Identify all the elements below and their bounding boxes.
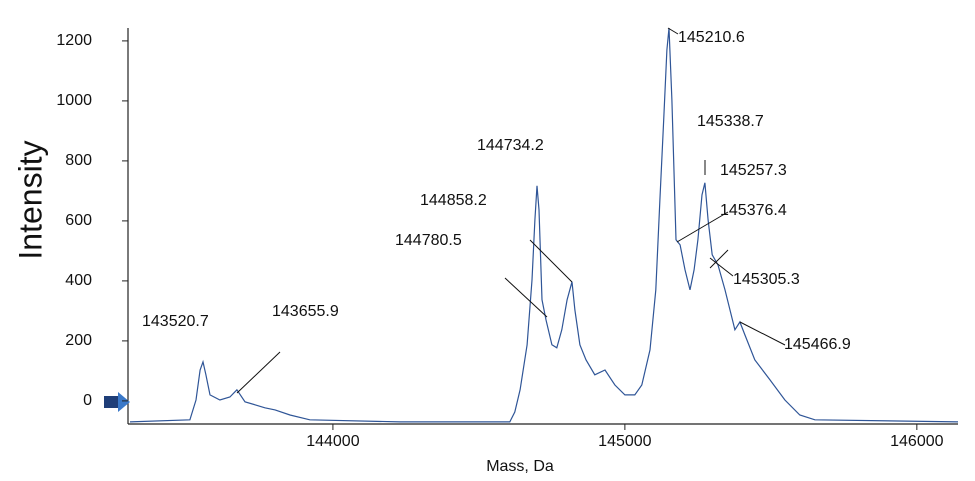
- peak-label: 143520.7: [142, 313, 209, 330]
- y-tick-label: 1200: [56, 32, 92, 49]
- y-tick-label: 600: [65, 212, 92, 229]
- peak-label: 144734.2: [477, 137, 544, 154]
- leader-line: [667, 27, 679, 35]
- y-tick-label: 1000: [56, 92, 92, 109]
- x-tick-label: 145000: [598, 433, 651, 450]
- peak-label: 145338.7: [697, 113, 764, 130]
- peak-label: 145305.3: [733, 271, 800, 288]
- peak-label: 145466.9: [784, 336, 851, 353]
- zero-marker-icon: [104, 392, 130, 412]
- leader-line: [709, 257, 734, 277]
- x-tick-label: 146000: [890, 433, 943, 450]
- peak-label: 145257.3: [720, 162, 787, 179]
- y-tick-label: 200: [65, 332, 92, 349]
- y-tick-label: 800: [65, 152, 92, 169]
- y-axis-label: Intensity: [12, 140, 48, 259]
- y-tick-label: 0: [83, 392, 92, 409]
- leader-line: [739, 321, 786, 346]
- y-tick-label: 400: [65, 272, 92, 289]
- x-tick-label: 144000: [306, 433, 359, 450]
- x-axis-label: Mass, Da: [486, 458, 554, 475]
- peak-label: 145210.6: [678, 29, 745, 46]
- peak-label: 145376.4: [720, 202, 787, 219]
- leader-line: [676, 211, 729, 243]
- spectrum-line: [129, 27, 959, 423]
- peak-label: 144858.2: [420, 192, 487, 209]
- peak-label: 143655.9: [272, 303, 339, 320]
- leader-line: [504, 277, 548, 318]
- leader-line: [709, 249, 729, 269]
- leader-line: [236, 351, 281, 394]
- peak-label: 144780.5: [395, 232, 462, 249]
- leader-line: [529, 239, 573, 283]
